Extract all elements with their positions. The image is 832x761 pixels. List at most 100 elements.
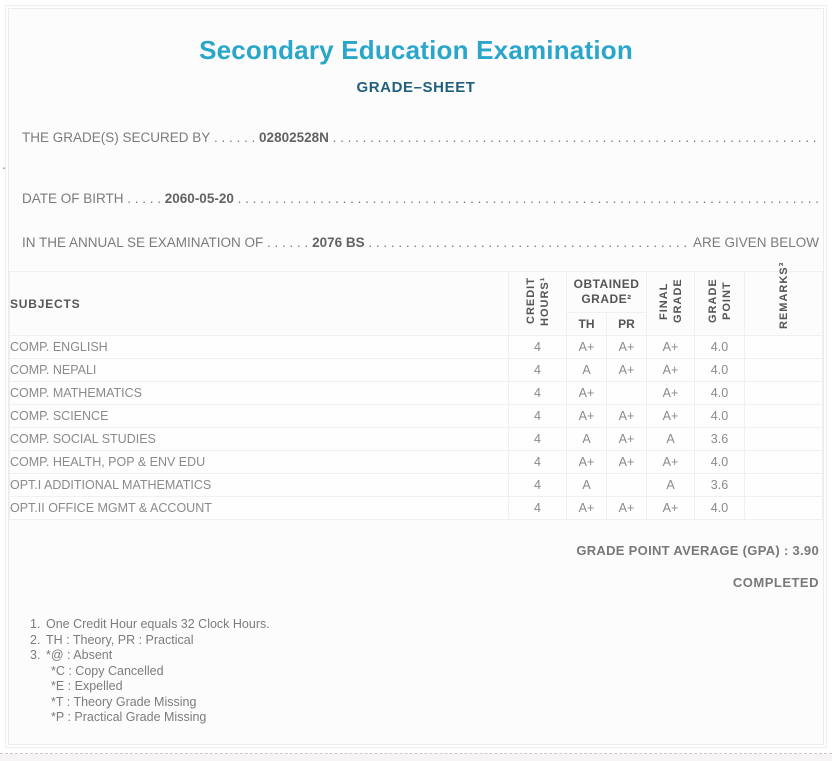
bottom-dashed-divider — [0, 753, 832, 754]
practical-grade-cell: A+ — [606, 496, 647, 520]
grade-point-cell: 4.0 — [694, 358, 745, 382]
credit-hours-cell: 4 — [508, 473, 567, 497]
footnote-number: 1. — [30, 617, 41, 631]
footnotes: 1. One Credit Hour equals 32 Clock Hours… — [9, 617, 823, 726]
examination-year-line: IN THE ANNUAL SE EXAMINATION OF . . . . … — [9, 236, 819, 250]
credit-hours-cell: 4 — [508, 404, 567, 428]
table-header-row-1: SUBJECTS CREDIT HOURS¹ OBTAINED GRADE² F… — [9, 262, 823, 336]
date-of-birth-line: DATE OF BIRTH . . . . . 2060-05-20 . . .… — [9, 192, 819, 206]
subjects-column-header: SUBJECTS — [9, 271, 509, 336]
table-row: COMP. MATHEMATICS 4 A+ A+ 4.0 — [9, 381, 823, 405]
dot-leader: . . . . . . — [210, 131, 260, 145]
dot-leader: . . . . . . . . . . . . . . . . . . . . … — [233, 192, 819, 206]
table-row: OPT.II OFFICE MGMT & ACCOUNT 4 A+ A+ A+ … — [9, 496, 823, 520]
remarks-cell — [744, 496, 823, 520]
footnote-text: One Credit Hour equals 32 Clock Hours. — [46, 617, 270, 631]
date-of-birth-label: DATE OF BIRTH — [22, 192, 124, 206]
dot-leader: . . . . . . . . . . . . . . . . . . . . … — [332, 131, 817, 145]
footnote-item: 3. *@ : Absent — [30, 648, 823, 664]
grade-point-cell: 3.6 — [694, 427, 745, 451]
subject-cell: COMP. SCIENCE — [9, 404, 509, 428]
theory-grade-cell: A+ — [566, 381, 607, 405]
practical-subcolumn-header: PR — [606, 312, 647, 336]
footnote-item: 1. One Credit Hour equals 32 Clock Hours… — [30, 617, 823, 633]
symbol-number-value: 02802528N — [259, 131, 329, 145]
grade-sheet-card: Secondary Education Examination GRADE–SH… — [2, 5, 827, 748]
examination-label: IN THE ANNUAL SE EXAMINATION OF — [22, 236, 264, 250]
footer-strip — [0, 754, 832, 761]
dot-leader: . . . . . — [123, 192, 165, 206]
remarks-cell — [744, 404, 823, 428]
remarks-cell — [744, 473, 823, 497]
grade-point-cell: 3.6 — [694, 473, 745, 497]
final-grade-cell: A+ — [646, 358, 695, 382]
are-given-below-label: ARE GIVEN BELOW — [692, 236, 819, 250]
grade-point-cell: 4.0 — [694, 381, 745, 405]
theory-grade-cell: A+ — [566, 450, 607, 474]
theory-grade-cell: A+ — [566, 496, 607, 520]
footnote-subitem: *E : Expelled — [51, 679, 123, 693]
table-row: COMP. NEPALI 4 A A+ A+ 4.0 — [9, 358, 823, 382]
grade-point-cell: 4.0 — [694, 335, 745, 359]
footnote-subitem: *P : Practical Grade Missing — [51, 710, 207, 724]
grade-point-column-header: GRADE POINT — [694, 271, 745, 336]
grades-table: SUBJECTS CREDIT HOURS¹ OBTAINED GRADE² F… — [9, 262, 823, 520]
table-row: COMP. ENGLISH 4 A+ A+ A+ 4.0 — [9, 335, 823, 359]
date-of-birth-value: 2060-05-20 — [164, 192, 234, 206]
credit-hours-cell: 4 — [508, 427, 567, 451]
theory-grade-cell: A — [566, 473, 607, 497]
footnote-subitem: *C : Copy Cancelled — [51, 663, 164, 678]
theory-grade-cell: A+ — [566, 404, 607, 428]
practical-grade-cell: A+ — [606, 427, 647, 451]
final-grade-cell: A — [646, 473, 695, 497]
remarks-cell — [744, 427, 823, 451]
footnote-number: 2. — [30, 632, 41, 647]
secured-by-line: THE GRADE(S) SECURED BY . . . . . . 0280… — [9, 131, 819, 145]
obtained-grade-column-header: OBTAINED GRADE² — [566, 271, 647, 313]
page-subtitle: GRADE–SHEET — [356, 79, 476, 96]
subject-cell: COMP. HEALTH, POP & ENV EDU — [9, 450, 509, 474]
practical-grade-cell: A+ — [606, 358, 647, 382]
credit-hours-vertical-label: CREDIT HOURS¹ — [524, 276, 551, 326]
remarks-cell — [744, 358, 823, 382]
examination-year-value: 2076 BS — [312, 236, 365, 250]
dot-leader: . . . . . . . . . . . . . . . . . . . . … — [368, 236, 688, 250]
footnote-number: 3. — [30, 648, 41, 662]
grade-point-cell: 4.0 — [694, 450, 745, 474]
grade-point-vertical-label: GRADE POINT — [706, 278, 733, 324]
remarks-vertical-label: REMARKS³ — [777, 261, 790, 329]
final-grade-cell: A — [646, 427, 695, 451]
theory-grade-cell: A — [566, 358, 607, 382]
credit-hours-cell: 4 — [508, 358, 567, 382]
footnote-text: TH : Theory, PR : Practical — [46, 632, 194, 647]
credit-hours-cell: 4 — [508, 450, 567, 474]
theory-grade-cell: A+ — [566, 335, 607, 359]
subject-cell: COMP. ENGLISH — [9, 335, 509, 359]
final-grade-cell: A+ — [646, 450, 695, 474]
grade-point-cell: 4.0 — [694, 496, 745, 520]
practical-grade-cell — [606, 381, 647, 405]
credit-hours-cell: 4 — [508, 335, 567, 359]
grade-sheet-card-inner: Secondary Education Examination GRADE–SH… — [2, 8, 824, 745]
footnote-text: *@ : Absent — [46, 648, 113, 662]
subject-cell: COMP. SOCIAL STUDIES — [9, 427, 509, 451]
remarks-cell — [744, 381, 823, 405]
footnote-subitem: *T : Theory Grade Missing — [51, 694, 197, 709]
remarks-column-header: REMARKS³ — [744, 261, 823, 336]
final-grade-cell: A+ — [646, 496, 695, 520]
credit-hours-column-header: CREDIT HOURS¹ — [508, 271, 567, 336]
theory-subcolumn-header: TH — [566, 312, 607, 336]
credit-hours-cell: 4 — [508, 496, 567, 520]
footnote-item: 2. TH : Theory, PR : Practical — [30, 633, 823, 649]
secured-by-label: THE GRADE(S) SECURED BY — [22, 131, 211, 145]
table-row: COMP. SCIENCE 4 A+ A+ A+ 4.0 — [9, 404, 823, 428]
practical-grade-cell — [606, 473, 647, 497]
grade-point-cell: 4.0 — [694, 404, 745, 428]
subject-cell: OPT.I ADDITIONAL MATHEMATICS — [9, 473, 509, 497]
table-row: OPT.I ADDITIONAL MATHEMATICS 4 A A 3.6 — [9, 473, 823, 497]
remarks-cell — [744, 335, 823, 359]
status-completed: COMPLETED — [732, 575, 819, 590]
table-row: COMP. SOCIAL STUDIES 4 A A+ A 3.6 — [9, 427, 823, 451]
final-grade-cell: A+ — [646, 381, 695, 405]
table-row: COMP. HEALTH, POP & ENV EDU 4 A+ A+ A+ 4… — [9, 450, 823, 474]
